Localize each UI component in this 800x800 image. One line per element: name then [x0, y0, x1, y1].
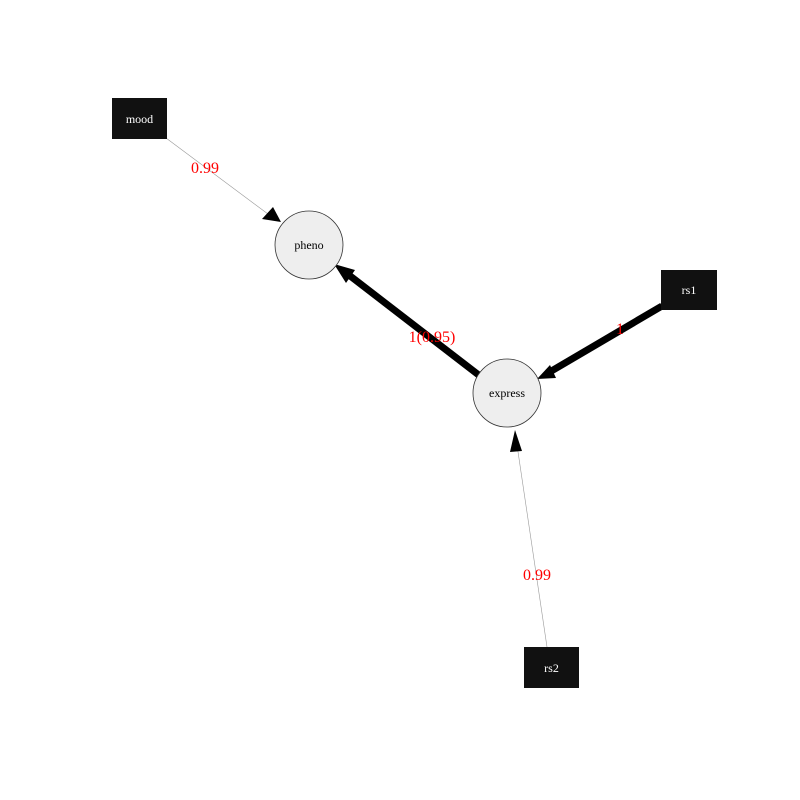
node-rs1: rs1: [661, 270, 717, 310]
edge-label-rs2-express: 0.99: [523, 567, 551, 584]
node-rs1-box: [661, 270, 717, 310]
node-mood-label: mood: [126, 112, 153, 126]
node-mood: mood: [112, 98, 167, 139]
node-express-label: express: [489, 386, 525, 400]
node-rs2-label: rs2: [544, 661, 559, 675]
arrowhead-express-to-pheno: [334, 264, 355, 283]
edge-mood-to-pheno: [165, 137, 269, 215]
node-pheno-label: pheno: [294, 238, 323, 252]
node-express: express: [472, 358, 542, 428]
node-rs2: rs2: [524, 647, 579, 688]
edge-label-mood-pheno: 0.99: [191, 160, 219, 177]
node-pheno-circle: [274, 210, 344, 280]
edge-label-express-pheno: 1(0.95): [409, 329, 456, 346]
node-rs1-label: rs1: [682, 283, 697, 297]
node-pheno: pheno: [274, 210, 344, 280]
edge-rs1-to-express: [546, 302, 664, 377]
arrowhead-rs1-to-express: [537, 365, 556, 379]
node-mood-box: [112, 98, 167, 139]
node-rs2-box: [524, 647, 579, 688]
arrowhead-rs2-to-express: [510, 430, 522, 452]
edge-rs2-to-express: [516, 444, 548, 648]
arrowhead-mood-to-pheno: [262, 207, 281, 222]
edge-label-rs1-express: 1: [616, 321, 624, 338]
node-express-circle: [472, 358, 542, 428]
edge-express-to-pheno: [342, 269, 483, 379]
